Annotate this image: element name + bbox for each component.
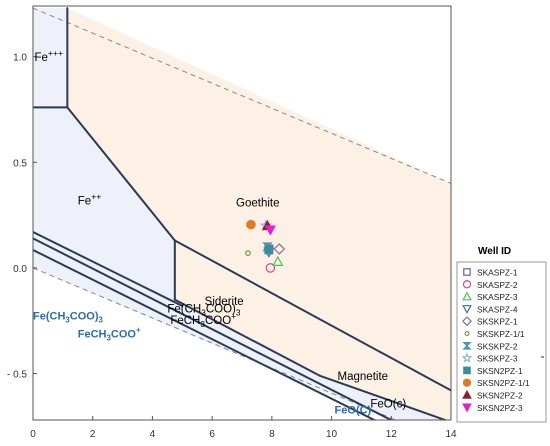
phase-boundary-line xyxy=(173,298,321,377)
region-label: Fe+++ xyxy=(34,48,63,64)
sample-point xyxy=(245,250,251,257)
region-labels: Fe+++ Fe++ Goethite Siderite Magnetite Fe(CH3… xyxy=(33,48,406,417)
y-tick-label: - 0.5 xyxy=(7,370,27,381)
phase-boundaries xyxy=(33,7,451,420)
y-axis: 1.0 0.5 0.0 - 0.5 xyxy=(7,53,37,381)
phase-boundary-line xyxy=(66,106,176,242)
field-magnetite xyxy=(174,240,451,420)
y-tick-label: 0.5 xyxy=(13,158,27,169)
legend-entry: SKSN2PZ-1/1 xyxy=(462,378,530,388)
region-label: FeO(C) xyxy=(335,405,372,417)
sample-point xyxy=(272,255,284,266)
legend-marker xyxy=(462,291,472,301)
sample-point xyxy=(273,243,286,255)
stability-fields xyxy=(33,8,451,420)
legend-label: SKASPZ-3 xyxy=(477,292,518,302)
plot-frame xyxy=(32,5,452,421)
legend-label: SKSKPZ-2 xyxy=(477,341,518,351)
region-label: Siderite xyxy=(205,296,244,308)
legend-box xyxy=(456,261,547,423)
legend-marker xyxy=(462,342,472,350)
legend-marker xyxy=(463,366,471,375)
y-tick-label: 0.0 xyxy=(13,264,27,275)
legend-marker xyxy=(462,389,472,399)
phase-boundary-line xyxy=(33,248,377,420)
legend-label: SKSKPZ-3 xyxy=(477,354,518,364)
x-tick-label: 10 xyxy=(326,429,338,440)
legend-entry: SKASPZ-2 xyxy=(462,280,518,290)
sample-points xyxy=(245,218,286,273)
sample-point xyxy=(264,225,276,236)
legend-label: SKSKPZ-1/1 xyxy=(477,329,525,339)
legend-marker xyxy=(462,378,472,387)
legend: Well ID SKASPZ-1 SKASPZ-2 SKASPZ-3 SKASPZ-4… xyxy=(456,246,547,423)
region-label: Magnetite xyxy=(338,371,389,383)
x-tick-label: 4 xyxy=(150,429,156,440)
legend-label: SKSKPZ-1 xyxy=(477,317,518,327)
legend-items: SKASPZ-1 SKASPZ-2 SKASPZ-3 SKASPZ-4 SKSKPZ-1… xyxy=(461,268,530,413)
legend-label: SKSN2PZ-3 xyxy=(477,403,523,413)
legend-entry: SKSKPZ-1/1 xyxy=(464,329,525,339)
y-tick-label: 1.0 xyxy=(13,53,27,64)
legend-entry: SKASPZ-3 xyxy=(462,291,518,302)
field-aqueous xyxy=(33,8,446,420)
x-tick-label: 2 xyxy=(90,429,96,440)
legend-entry: SKSKPZ-2 xyxy=(462,341,518,351)
legend-marker xyxy=(462,280,472,289)
legend-entry: SKSKPZ-3 xyxy=(461,352,518,364)
legend-marker xyxy=(464,330,470,337)
legend-label: SKASPZ-2 xyxy=(477,280,518,290)
region-label: FeO(c) xyxy=(370,398,406,410)
region-label: Fe(CH3COO)3 xyxy=(167,303,241,317)
legend-label: SKSN2PZ-1 xyxy=(477,366,523,376)
water-stability-line xyxy=(33,267,397,420)
phase-boundary-line xyxy=(33,237,394,420)
legend-marker xyxy=(463,268,471,276)
region-label: Fe++ xyxy=(78,192,101,208)
legend-marker xyxy=(462,403,472,413)
legend-entry: SKASPZ-4 xyxy=(462,304,518,314)
legend-title: Well ID xyxy=(478,246,511,257)
legend-marker xyxy=(461,316,473,327)
phase-boundary-line xyxy=(33,231,184,307)
legend-entry: SKSN2PZ-3 xyxy=(462,403,523,413)
region-label: FeCH3COO+ xyxy=(78,326,141,343)
phase-boundary-line xyxy=(318,374,449,420)
phase-boundary-line xyxy=(173,239,451,392)
region-label: FeCH3COO+ xyxy=(170,312,236,329)
legend-entry: SKSN2PZ-2 xyxy=(462,389,523,401)
region-label: Fe(CH3COO)3 xyxy=(33,311,104,325)
legend-label: SKASPZ-4 xyxy=(477,304,518,314)
legend-label: SKASPZ-1 xyxy=(477,268,518,278)
x-tick-label: 8 xyxy=(269,429,275,440)
sample-point xyxy=(246,219,256,230)
x-tick-label: 12 xyxy=(386,429,398,440)
legend-label: SKSN2PZ-2 xyxy=(477,391,523,401)
water-stability-line xyxy=(33,7,451,184)
legend-entry: SKSN2PZ-1 xyxy=(463,366,523,376)
water-stability-lines xyxy=(33,7,451,420)
x-axis: 0 2 4 6 8 10 12 14 xyxy=(30,416,457,440)
sample-point xyxy=(264,245,274,255)
legend-marker xyxy=(462,305,472,314)
x-tick-label: 6 xyxy=(209,429,215,440)
legend-entry: SKSKPZ-1 xyxy=(461,316,518,327)
region-label: Goethite xyxy=(236,198,279,210)
sample-point xyxy=(265,263,276,273)
legend-entry: SKASPZ-1 xyxy=(463,268,518,278)
x-tick-label: 14 xyxy=(445,429,457,440)
x-tick-label: 0 xyxy=(30,429,36,440)
field-goethite xyxy=(67,8,451,391)
legend-label: SKSN2PZ-1/1 xyxy=(477,378,530,388)
legend-marker xyxy=(461,352,473,363)
